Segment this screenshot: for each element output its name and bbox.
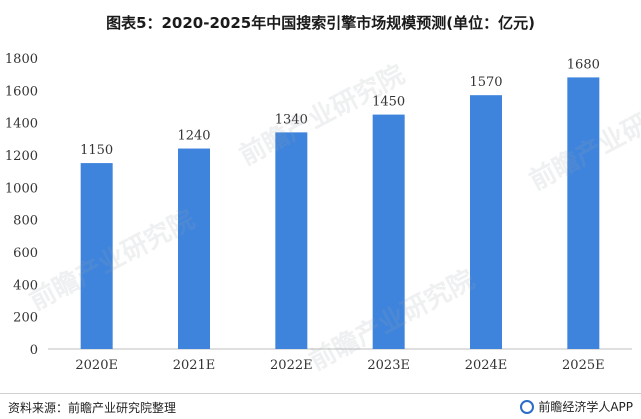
y-tick-label: 1400 [5, 117, 38, 132]
y-tick-label: 0 [30, 343, 38, 358]
y-tick-label: 1200 [5, 149, 38, 164]
x-tick-label: 2020E [75, 358, 118, 373]
bar [372, 114, 405, 349]
data-label: 1340 [275, 112, 308, 127]
y-tick-label: 1800 [5, 52, 38, 67]
brand-logo-icon [520, 399, 535, 414]
brand-label: 前瞻经济学人APP [538, 400, 633, 414]
y-tick-label: 1000 [5, 181, 38, 196]
brand: 前瞻经济学人APP [520, 398, 633, 415]
bar [275, 132, 308, 349]
data-label: 1450 [372, 95, 405, 110]
bar [178, 148, 210, 349]
y-tick-label: 200 [13, 311, 38, 326]
bar [567, 77, 600, 350]
y-tick-label: 800 [13, 214, 38, 229]
bar [470, 95, 502, 349]
x-tick-label: 2025E [562, 358, 605, 373]
chart-title: 图表5：2020-2025年中国搜索引擎市场规模预测(单位：亿元) [106, 14, 535, 32]
data-label: 1150 [80, 143, 113, 158]
y-tick-label: 400 [13, 278, 38, 293]
y-tick-label: 1600 [5, 84, 38, 99]
x-tick-label: 2022E [270, 358, 313, 373]
x-tick-label: 2023E [367, 358, 410, 373]
x-tick-label: 2024E [465, 358, 508, 373]
data-label: 1680 [567, 57, 600, 72]
data-label: 1570 [469, 75, 502, 90]
data-label: 1240 [177, 129, 210, 144]
source-note: 资料来源：前瞻产业研究院整理 [8, 401, 177, 415]
bar-chart: 0 200 400 600 800 1000 1200 1400 1600 1800 1150 202… [5, 52, 632, 373]
y-tick-label: 600 [13, 246, 38, 261]
x-tick-label: 2021E [173, 358, 216, 373]
bar [80, 163, 113, 349]
footer: 资料来源：前瞻产业研究院整理 前瞻经济学人APP [0, 393, 641, 419]
